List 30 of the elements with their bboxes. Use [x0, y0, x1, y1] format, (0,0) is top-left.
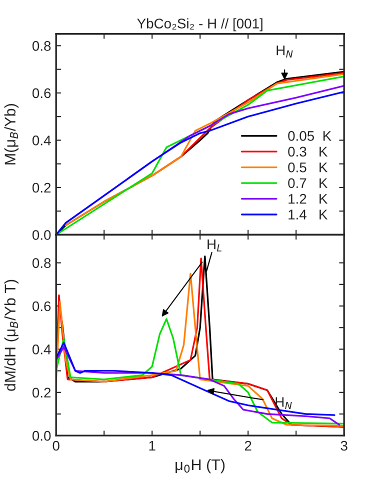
x-tick-label: 3 [340, 440, 348, 451]
legend-label: 0.3 K [288, 146, 328, 157]
y-tick-label: 0.0 [32, 230, 51, 240]
x-tick-label: 2 [244, 440, 252, 451]
x-tick-label: 0 [52, 440, 60, 451]
y-tick-label: 0.0 [32, 430, 51, 441]
chart-title: YbCo₂Si₂ - H // [001] [137, 18, 262, 32]
legend-label: 1.4 K [288, 210, 328, 220]
annotation: H$_{N}$ [276, 397, 292, 410]
y-tick-label: 0.2 [32, 182, 51, 193]
x-axis-title: μ$_{0}$H (T) [176, 458, 225, 474]
legend-label: 0.05 K [288, 131, 332, 141]
line-series [56, 346, 340, 426]
line-series [56, 342, 336, 416]
y-tick-label: 0.8 [32, 41, 51, 51]
line-series [56, 318, 344, 425]
legend-label: 0.7 K [288, 178, 328, 188]
y-axis-title: M(μ$_{B}$/Yb) [4, 104, 19, 164]
annotation: H$_{L}$ [208, 240, 222, 252]
y-tick-label: 0.8 [32, 258, 51, 268]
y-tick-label: 0.4 [32, 136, 51, 146]
y-tick-label: 0.4 [32, 344, 51, 354]
annotation: H$_{N}$ [276, 46, 293, 58]
legend-label: 1.2 K [288, 194, 328, 204]
legend-label: 0.5 K [288, 162, 328, 172]
y-tick-label: 0.6 [32, 88, 51, 98]
x-tick-label: 1 [149, 440, 156, 451]
y-tick-label: 0.6 [32, 301, 51, 312]
y-tick-label: 0.2 [32, 388, 51, 398]
y-axis-title: dM/dH (μ$_{B}$/Yb T) [4, 280, 19, 391]
